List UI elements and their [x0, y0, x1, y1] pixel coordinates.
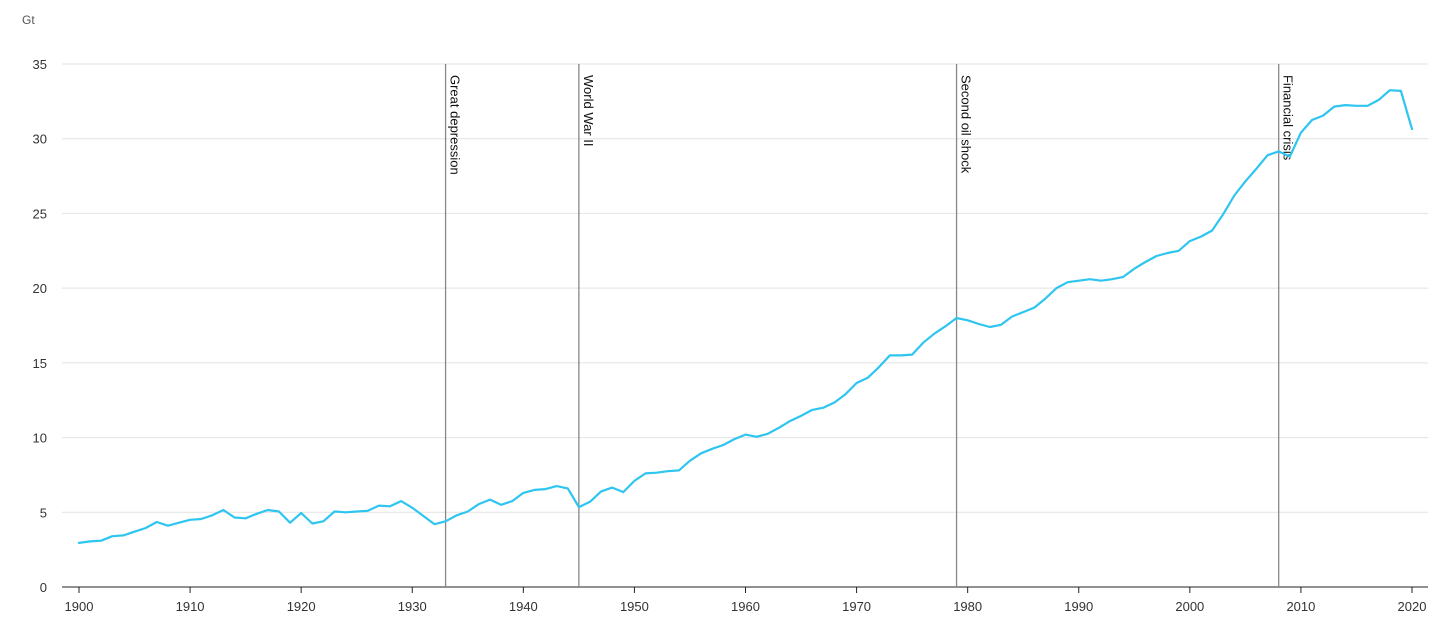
- series-line: [77, 89, 1414, 545]
- x-tick-label: 1970: [842, 599, 871, 614]
- event-label: Financial crisis: [1281, 75, 1296, 161]
- x-tick-label: 1910: [176, 599, 205, 614]
- series-layer: [77, 89, 1414, 545]
- x-axis-ticks: 1900 1910 1920 1930 1940 1950 1960 1970 1980 1990…: [62, 586, 1428, 614]
- x-tick-label: 1900: [65, 599, 94, 614]
- y-tick-label: 25: [33, 206, 47, 221]
- y-tick-label: 5: [40, 505, 47, 520]
- x-tick-label: 1980: [953, 599, 982, 614]
- x-tick-label: 2020: [1398, 599, 1427, 614]
- event-label: Great depression: [448, 75, 463, 175]
- x-tick-label: 1960: [731, 599, 760, 614]
- event-label: Second oil shock: [959, 75, 974, 174]
- x-tick-label: 1940: [509, 599, 538, 614]
- gridlines: [62, 63, 1428, 588]
- y-tick-label: 20: [33, 281, 47, 296]
- event-label: World War II: [581, 75, 596, 147]
- y-axis-ticks: 0 5 10 15 20 25 30 35: [33, 57, 47, 595]
- y-tick-label: 35: [33, 57, 47, 72]
- x-tick-label: 2000: [1175, 599, 1204, 614]
- y-tick-label: 30: [33, 132, 47, 147]
- x-tick-label: 1990: [1064, 599, 1093, 614]
- x-tick-label: 1950: [620, 599, 649, 614]
- y-tick-label: 15: [33, 356, 47, 371]
- y-tick-label: 0: [40, 580, 47, 595]
- x-tick-label: 2010: [1286, 599, 1315, 614]
- y-axis-unit-label: Gt: [22, 13, 35, 27]
- event-markers: Great depression World War II Second oil s…: [444, 64, 1296, 587]
- y-tick-label: 10: [33, 431, 47, 446]
- x-tick-label: 1930: [398, 599, 427, 614]
- x-tick-label: 1920: [287, 599, 316, 614]
